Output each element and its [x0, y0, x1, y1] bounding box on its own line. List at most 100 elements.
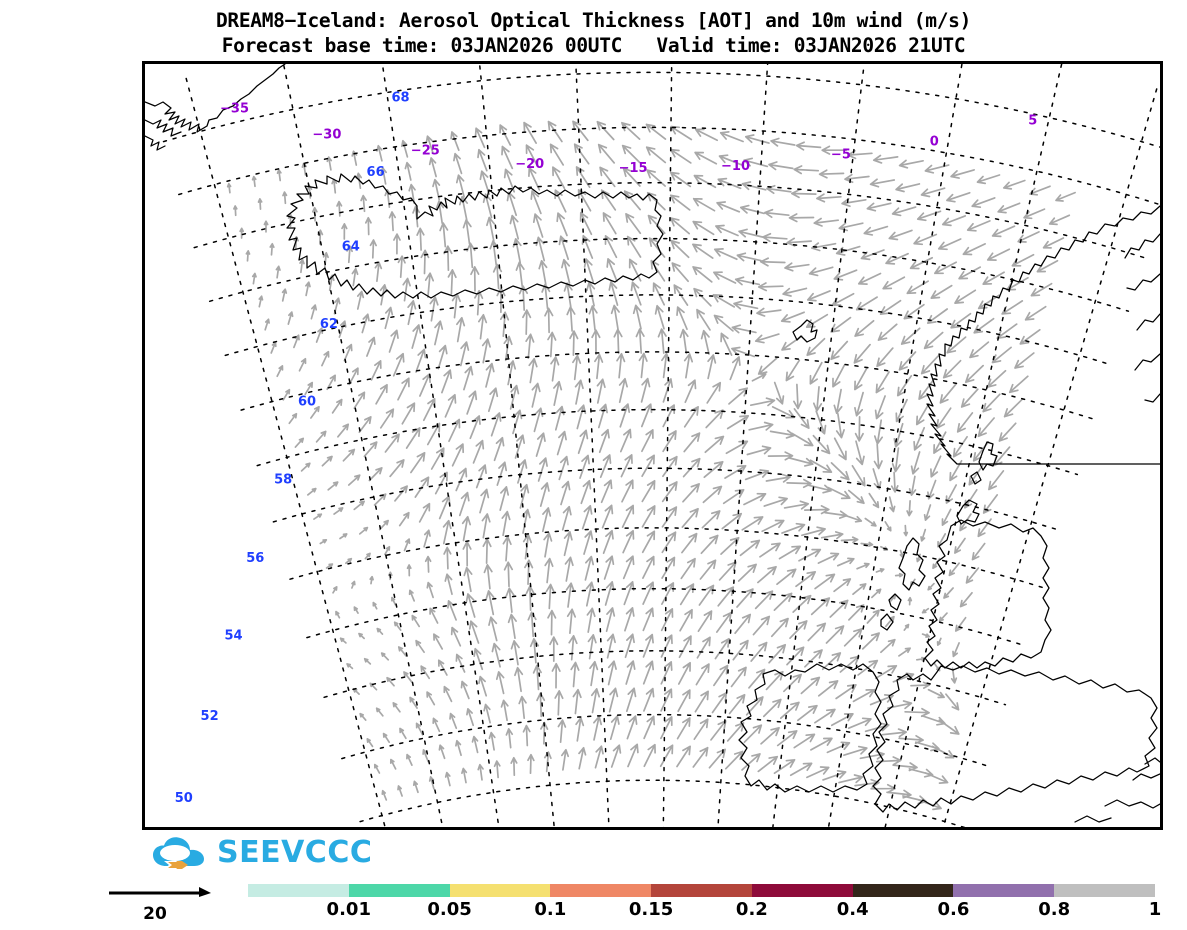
wind-vector — [483, 563, 493, 590]
wind-vector — [1008, 375, 1029, 394]
wind-vector — [505, 728, 514, 749]
wind-vector — [335, 610, 341, 619]
wind-vector — [588, 305, 598, 331]
coastline-hebrides — [880, 537, 926, 631]
wind-vector — [894, 572, 904, 578]
wind-vector — [488, 616, 498, 642]
wind-vector — [830, 713, 854, 727]
wind-vector — [624, 633, 635, 659]
wind-vector — [884, 521, 892, 532]
wind-vector — [402, 277, 411, 302]
wind-vector — [988, 470, 1005, 491]
wind-vector — [341, 223, 348, 240]
wind-vector — [463, 365, 474, 391]
wind-vector — [966, 220, 991, 232]
wind-vector — [462, 540, 472, 567]
wind-vector — [769, 429, 796, 439]
wind-vector — [959, 591, 973, 608]
wind-vector — [626, 715, 638, 740]
wind-vector — [403, 671, 413, 683]
wind-vector — [458, 491, 470, 517]
wind-vector — [950, 169, 975, 179]
colorbar-tick-0: 0.01 — [326, 899, 371, 920]
wind-vector — [682, 457, 701, 478]
meridian--35 — [282, 64, 444, 827]
wind-vector — [703, 460, 724, 479]
wind-vector — [525, 333, 535, 360]
wind-vector — [358, 526, 369, 535]
wind-vector — [632, 304, 642, 330]
lon-label-−30: −30 — [312, 127, 341, 142]
coastline-orkney — [956, 499, 980, 525]
wind-vector — [757, 755, 779, 773]
wind-vector — [843, 628, 863, 647]
meridian--5 — [772, 64, 865, 827]
wind-vector — [426, 691, 436, 706]
wind-vector — [424, 272, 435, 298]
wind-vector — [930, 284, 953, 299]
wind-vector — [677, 689, 691, 713]
wind-vector — [364, 216, 372, 236]
wind-vector — [719, 131, 744, 143]
wind-vector — [648, 237, 666, 258]
wind-vector — [806, 766, 830, 779]
wind-vector — [563, 282, 573, 308]
wind-vector — [587, 634, 597, 660]
wind-vector — [304, 381, 314, 396]
lon-label-−5: −5 — [831, 147, 851, 162]
wind-vector — [551, 662, 561, 689]
wind-vector — [713, 314, 734, 332]
wind-vector — [525, 585, 535, 611]
wind-vector — [434, 320, 444, 346]
wind-vector — [946, 191, 971, 203]
wind-vector — [969, 341, 990, 359]
wind-vector — [704, 435, 725, 454]
wind-vector — [800, 676, 821, 695]
wind-vector — [814, 573, 836, 590]
wind-vector — [598, 428, 610, 454]
wind-vector — [616, 352, 626, 379]
wind-vector — [363, 441, 378, 458]
wind-vector — [444, 393, 457, 418]
wind-vector — [618, 377, 628, 404]
wind-vector — [833, 269, 858, 281]
wind-vector — [942, 359, 962, 379]
cloud-icon — [153, 837, 204, 869]
wind-vector — [731, 324, 757, 334]
wind-vector — [378, 519, 389, 531]
wind-vector — [544, 307, 554, 334]
wind-vector — [539, 482, 550, 507]
wind-vector — [806, 337, 826, 357]
wind-vector — [788, 457, 814, 467]
wind-vector — [724, 464, 747, 479]
wind-vector — [726, 722, 745, 742]
wind-vector — [702, 485, 723, 504]
wind-vector — [589, 660, 599, 687]
wind-vector — [343, 343, 353, 362]
wind-vector — [351, 267, 359, 287]
wind-vector — [322, 251, 329, 268]
wind-vector — [310, 304, 318, 320]
wind-vector — [543, 532, 553, 558]
wind-vector — [826, 741, 851, 754]
wind-vector — [734, 613, 752, 635]
wind-vector — [384, 433, 400, 453]
wind-vector — [718, 561, 737, 581]
wind-vector — [660, 716, 673, 740]
wind-vector — [923, 331, 944, 350]
map-plot-area[interactable]: 68 66 64 62 60 58 56 54 52 50 −35 −30 −25 −20 −15 −10 −5… — [142, 61, 1163, 830]
colorbar-segment-2 — [449, 884, 551, 897]
wind-vector — [950, 312, 972, 329]
wind-vector — [1048, 214, 1071, 226]
wind-vector — [903, 524, 909, 537]
wind-vector — [493, 436, 505, 462]
wind-vector — [662, 404, 676, 428]
wind-vector — [581, 504, 593, 530]
wind-vector — [856, 562, 870, 570]
wind-vector — [1024, 305, 1047, 321]
wind-vector — [470, 266, 480, 292]
wind-vector — [786, 646, 805, 666]
wind-vector — [379, 408, 395, 429]
wind-vector — [907, 596, 913, 606]
